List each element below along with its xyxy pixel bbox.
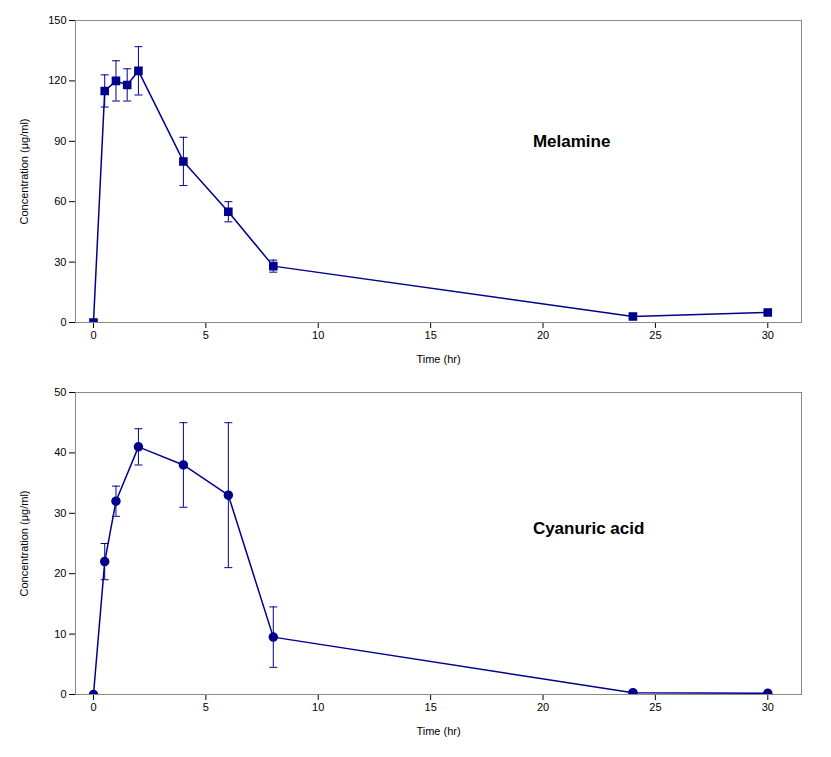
svg-text:5: 5 [203,329,209,341]
svg-text:10: 10 [312,329,324,341]
svg-text:60: 60 [54,195,66,207]
svg-text:10: 10 [312,701,324,713]
svg-text:30: 30 [762,701,774,713]
svg-text:25: 25 [649,701,661,713]
svg-text:50: 50 [54,386,66,398]
svg-text:5: 5 [203,701,209,713]
svg-text:30: 30 [762,329,774,341]
svg-text:0: 0 [90,701,96,713]
svg-text:Time (hr): Time (hr) [416,353,460,365]
svg-text:25: 25 [649,329,661,341]
svg-text:30: 30 [54,256,66,268]
svg-text:Melamine: Melamine [533,132,610,151]
svg-text:15: 15 [425,701,437,713]
svg-text:150: 150 [48,14,66,26]
svg-text:0: 0 [90,329,96,341]
svg-text:Cyanuric acid: Cyanuric acid [533,519,645,538]
svg-text:15: 15 [425,329,437,341]
svg-text:Concentration (μg/ml): Concentration (μg/ml) [18,491,30,597]
svg-text:120: 120 [48,74,66,86]
svg-text:0: 0 [60,316,66,328]
svg-text:20: 20 [537,329,549,341]
svg-text:30: 30 [54,507,66,519]
svg-text:10: 10 [54,628,66,640]
svg-text:20: 20 [537,701,549,713]
svg-text:Concentration (μg/ml): Concentration (μg/ml) [18,119,30,225]
svg-text:90: 90 [54,135,66,147]
svg-text:40: 40 [54,446,66,458]
svg-text:Time (hr): Time (hr) [416,725,460,737]
svg-text:20: 20 [54,567,66,579]
svg-text:0: 0 [60,688,66,700]
